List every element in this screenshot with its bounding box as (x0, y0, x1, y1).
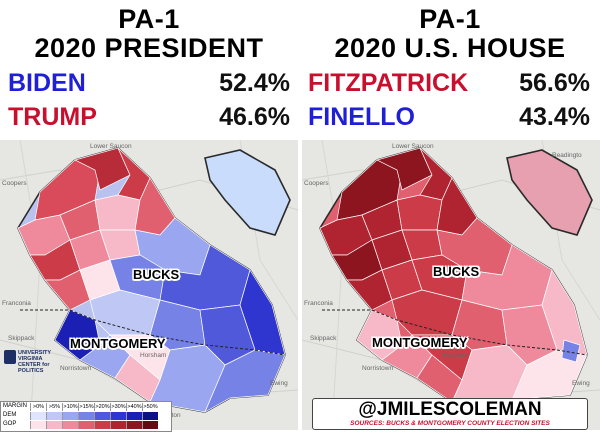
legend: MARGIN >0% >5% >10% >15% >20% >30% >40% … (0, 401, 172, 432)
basemap-place-label: Coopers (2, 180, 27, 187)
northeast-piece-house (506, 149, 593, 236)
left-candidate1-pct: 52.4% (219, 69, 290, 97)
basemap-place-label: Franconia (2, 300, 31, 307)
legend-gop-swatch (46, 420, 62, 429)
basemap-place-label: Readingto (552, 152, 582, 159)
right-title-line1: PA-1 (419, 4, 481, 34)
legend-dem-swatch (126, 411, 142, 420)
basemap-place-label: Coopers (304, 180, 329, 187)
basemap-place-label: Horsham (140, 352, 167, 359)
basemap-place-label: Franconia (304, 300, 333, 307)
basemap-place-label: Ewing (270, 380, 288, 387)
legend-dem-swatch (94, 411, 110, 420)
basemap-place-label: Lower Saucon (90, 143, 132, 150)
basemap-place-label: Horsham (442, 352, 469, 359)
legend-gop-swatch (62, 420, 78, 429)
legend-gop-swatch (110, 420, 126, 429)
twitter-handle: @JMILESCOLEMAN (358, 399, 542, 420)
left-candidate1-name: BIDEN (8, 69, 86, 97)
left-montgomery-label: MONTGOMERY (70, 336, 166, 351)
left-title-line2: 2020 PRESIDENT (34, 33, 264, 63)
left-candidate2-pct: 46.6% (219, 103, 290, 131)
legend-dem-swatch (46, 411, 62, 420)
legend-dem-swatch (30, 411, 46, 420)
right-candidate2-pct: 43.4% (519, 103, 590, 131)
basemap-place-label: Ewing (572, 380, 590, 387)
right-montgomery-label: MONTGOMERY (372, 335, 468, 350)
rotunda-icon (4, 350, 16, 364)
right-candidate1-pct: 56.6% (519, 69, 590, 97)
legend-dem-swatch (78, 411, 94, 420)
basemap-place-label: Skippack (310, 335, 337, 342)
northeast-piece-president (204, 149, 291, 236)
uva-center-for-politics-logo: UNIVERSITY VIRGINIA CENTER for POLITICS (4, 350, 51, 380)
basemap-place-label: Norristown (362, 365, 394, 372)
right-candidate1-name: FITZPATRICK (308, 69, 469, 97)
legend-gop-swatch (78, 420, 94, 429)
legend-dem-swatch (110, 411, 126, 420)
house-map: Lower Saucon Readingto Coopers Franconia Ski… (302, 140, 600, 430)
legend-dem-row: DEM (1, 411, 171, 420)
legend-gop-swatch (142, 420, 158, 429)
legend-dem-swatch (142, 411, 158, 420)
legend-margin-row: MARGIN >0% >5% >10% >15% >20% >30% >40% … (3, 402, 158, 411)
legend-dem-swatch (62, 411, 78, 420)
right-bucks-label: BUCKS (433, 264, 480, 279)
legend-gop-swatch (94, 420, 110, 429)
president-map: Lower Saucon Coopers Franconia Skippack Norr… (0, 140, 298, 430)
left-title-line1: PA-1 (118, 4, 180, 34)
basemap-place-label: Skippack (8, 335, 35, 342)
legend-gop-row: GOP (1, 420, 171, 429)
legend-gop-swatch (30, 420, 46, 429)
basemap-place-label: Norristown (60, 365, 92, 372)
data-sources: SOURCES: BUCKS & MONTGOMERY COUNTY ELECT… (350, 420, 550, 427)
left-candidate2-name: TRUMP (8, 103, 97, 131)
legend-gop-swatch (126, 420, 142, 429)
right-title-line2: 2020 U.S. HOUSE (334, 33, 566, 63)
left-bucks-label: BUCKS (133, 267, 180, 282)
author-credit-box: @JMILESCOLEMAN SOURCES: BUCKS & MONTGOME… (312, 398, 588, 430)
right-candidate2-name: FINELLO (308, 103, 415, 131)
basemap-place-label: Lower Saucon (392, 143, 434, 150)
